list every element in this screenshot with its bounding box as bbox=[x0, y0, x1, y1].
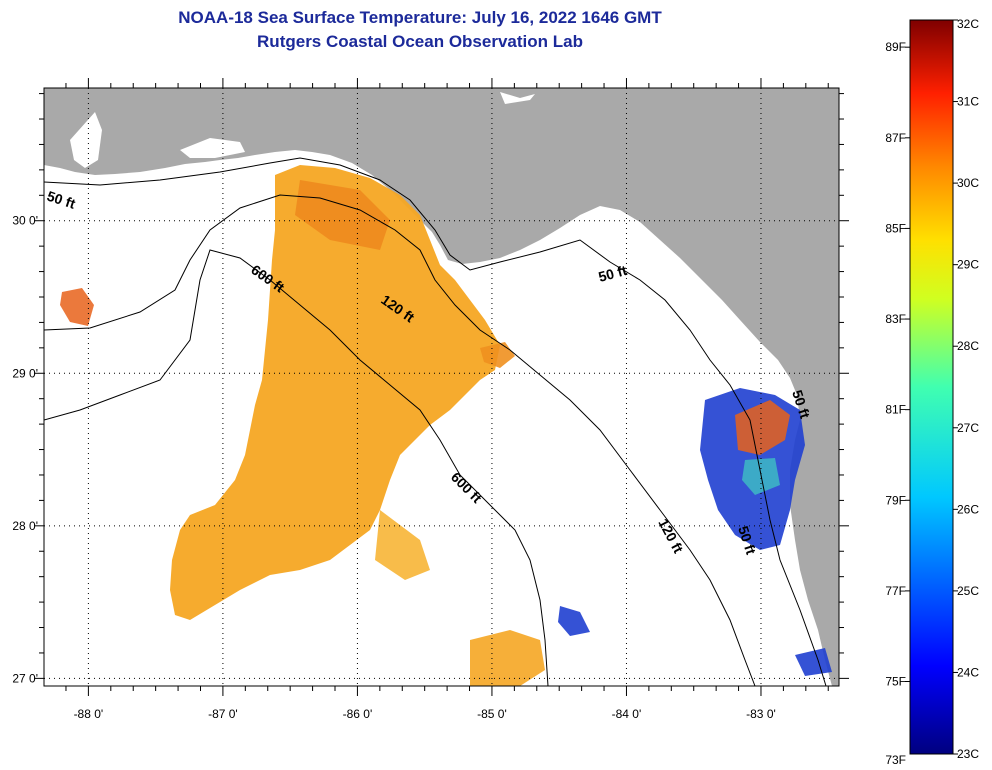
longitude-label: -88 0' bbox=[74, 707, 104, 721]
bay-choctawhatchee bbox=[180, 138, 245, 158]
inland-lake bbox=[500, 92, 535, 104]
colorbar-c-label: 25C bbox=[957, 584, 979, 598]
sst-warm-region bbox=[60, 165, 545, 686]
map-subtitle: Rutgers Coastal Ocean Observation Lab bbox=[257, 32, 583, 51]
colorbar-c-label: 31C bbox=[957, 95, 979, 109]
longitude-labels: -88 0' -87 0' -86 0' -85 0' -84 0' -83 0' bbox=[74, 707, 776, 721]
colorbar-c-label: 26C bbox=[957, 502, 979, 516]
colorbar-c-label: 28C bbox=[957, 339, 979, 353]
colorbar-ticks bbox=[905, 19, 958, 755]
bay-pensacola bbox=[70, 112, 102, 168]
longitude-label: -85 0' bbox=[477, 707, 507, 721]
colorbar-c-label: 32C bbox=[957, 17, 979, 31]
colorbar-f-label: 77F bbox=[885, 584, 906, 598]
contour-600ft bbox=[44, 249, 549, 686]
colorbar-celsius-labels: 32C 31C 30C 29C 28C 27C 26C 25C 24C 23C bbox=[957, 17, 979, 761]
longitude-label: -86 0' bbox=[343, 707, 373, 721]
land-mass bbox=[44, 88, 839, 686]
longitude-label: -83 0' bbox=[746, 707, 776, 721]
sst-cool-region bbox=[558, 388, 832, 676]
longitude-label: -87 0' bbox=[208, 707, 238, 721]
colorbar-f-label: 81F bbox=[885, 403, 906, 417]
contour-120ft bbox=[44, 194, 756, 686]
colorbar-f-label: 89F bbox=[885, 40, 906, 54]
colorbar-fahrenheit-labels: 89F 87F 85F 83F 81F 79F 77F 75F 73F bbox=[885, 40, 906, 767]
latitude-labels: 30 0' 29 0' 28 0' 27 0' bbox=[12, 214, 38, 686]
colorbar-f-label: 79F bbox=[885, 493, 906, 507]
colorbar-f-label: 85F bbox=[885, 221, 906, 235]
colorbar-f-label: 87F bbox=[885, 131, 906, 145]
colorbar-c-label: 27C bbox=[957, 421, 979, 435]
latitude-label: 29 0' bbox=[12, 366, 38, 380]
colorbar-c-label: 30C bbox=[957, 176, 979, 190]
colorbar-c-label: 24C bbox=[957, 665, 979, 679]
latitude-label: 28 0' bbox=[12, 519, 38, 533]
colorbar-f-label: 73F bbox=[885, 753, 906, 767]
colorbar-f-label: 75F bbox=[885, 675, 906, 689]
colorbar bbox=[909, 19, 954, 755]
longitude-label: -84 0' bbox=[612, 707, 642, 721]
contour-label-50ft-bigbend: 50 ft bbox=[597, 262, 629, 285]
map-frame bbox=[43, 87, 840, 687]
colorbar-c-label: 29C bbox=[957, 258, 979, 272]
colorbar-f-label: 83F bbox=[885, 312, 906, 326]
contour-50ft bbox=[44, 157, 827, 686]
colorbar-c-label: 23C bbox=[957, 747, 979, 761]
map-title: NOAA-18 Sea Surface Temperature: July 16… bbox=[178, 8, 662, 27]
latitude-label: 27 0' bbox=[12, 671, 38, 685]
latitude-label: 30 0' bbox=[12, 214, 38, 228]
bathymetry-contours bbox=[44, 157, 827, 686]
frame-ticks bbox=[34, 78, 849, 696]
